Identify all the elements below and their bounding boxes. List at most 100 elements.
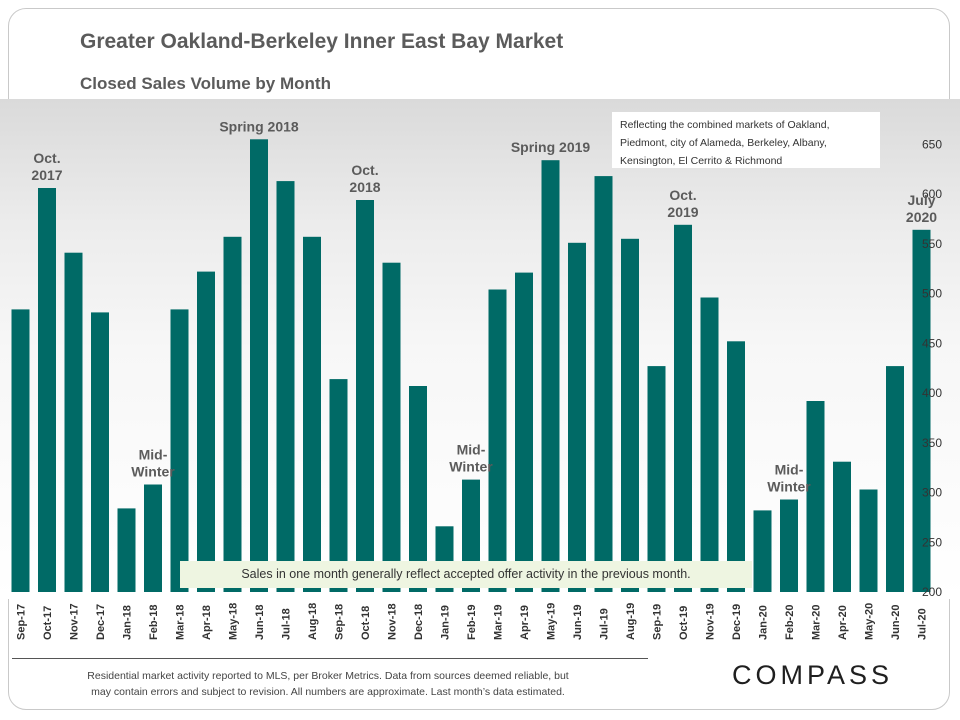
footer-line: may contain errors and subject to revisi… bbox=[91, 686, 565, 698]
x-tick-label: Jul-18 bbox=[281, 608, 293, 640]
footer-divider bbox=[12, 658, 648, 659]
x-tick-label: Jul-19 bbox=[599, 608, 611, 640]
bar-Jun-19 bbox=[568, 242, 586, 593]
bar-Dec-17 bbox=[91, 312, 109, 592]
x-tick-label: Oct-17 bbox=[42, 606, 54, 640]
bar-Nov-19 bbox=[700, 297, 719, 592]
y-tick-label: 550 bbox=[922, 237, 942, 251]
x-tick-label: Mar-18 bbox=[175, 605, 187, 640]
bar-annotation: Spring 2019 bbox=[511, 139, 591, 155]
y-tick-label: 400 bbox=[922, 386, 942, 400]
x-tick-label: Feb-19 bbox=[466, 605, 478, 640]
bar-Apr-20 bbox=[833, 461, 851, 592]
x-tick-label: May-19 bbox=[546, 603, 558, 640]
bar-Oct-19 bbox=[674, 224, 692, 593]
x-tick-label: Apr-18 bbox=[201, 605, 213, 640]
bar-annotation: 2017 bbox=[31, 167, 62, 183]
x-tick-label: Jan-20 bbox=[758, 605, 770, 640]
bar-Jan-20 bbox=[753, 510, 772, 592]
bar-Nov-17 bbox=[64, 252, 83, 592]
bar-annotation: Winter bbox=[131, 464, 175, 480]
x-tick-label: May-20 bbox=[864, 603, 876, 640]
bar-Sep-19 bbox=[647, 366, 666, 592]
bar-annotation: July bbox=[907, 192, 935, 208]
bar-Feb-18 bbox=[144, 484, 162, 592]
market-note-line: Kensington, El Cerrito & Richmond bbox=[620, 155, 783, 167]
bar-Mar-20 bbox=[806, 401, 825, 592]
x-tick-label: Dec-17 bbox=[95, 604, 107, 640]
bar-Nov-18 bbox=[382, 262, 401, 592]
x-tick-label: Jan-18 bbox=[122, 605, 134, 640]
bar-annotation: Winter bbox=[449, 459, 493, 475]
bar-Jan-18 bbox=[117, 508, 136, 592]
x-tick-label: Mar-19 bbox=[493, 605, 505, 640]
x-tick-label: Sep-17 bbox=[16, 604, 28, 640]
bar-Aug-19 bbox=[621, 238, 639, 593]
compass-logo: COMPASS bbox=[732, 660, 894, 690]
bar-Apr-18 bbox=[197, 271, 215, 592]
y-tick-label: 500 bbox=[922, 287, 942, 301]
bar-May-18 bbox=[223, 236, 242, 593]
x-tick-label: Dec-19 bbox=[731, 604, 743, 640]
footer-line: Residential market activity reported to … bbox=[87, 670, 569, 682]
bar-Mar-19 bbox=[488, 289, 507, 592]
offer-activity-callout: Sales in one month generally reflect acc… bbox=[180, 561, 752, 588]
x-tick-label: Sep-19 bbox=[652, 604, 664, 640]
bar-annotation: Winter bbox=[767, 479, 811, 495]
bar-annotation: Mid- bbox=[775, 462, 804, 478]
y-tick-label: 450 bbox=[922, 336, 942, 350]
bar-Jul-18 bbox=[276, 181, 295, 592]
x-tick-label: Aug-19 bbox=[625, 603, 637, 640]
bar-annotation: Mid- bbox=[139, 447, 168, 463]
y-tick-label: 250 bbox=[922, 535, 942, 549]
x-tick-label: Dec-18 bbox=[413, 604, 425, 640]
x-tick-label: Apr-20 bbox=[837, 605, 849, 640]
x-tick-label: Aug-18 bbox=[307, 603, 319, 640]
x-tick-label: Jun-18 bbox=[254, 605, 266, 640]
bar-annotation: 2018 bbox=[349, 179, 380, 195]
bar-May-20 bbox=[859, 489, 878, 592]
bar-annotation: 2020 bbox=[906, 209, 937, 225]
bar-Dec-19 bbox=[727, 341, 745, 592]
bar-Jun-20 bbox=[886, 366, 904, 592]
bar-Feb-20 bbox=[780, 499, 798, 592]
y-tick-label: 650 bbox=[922, 137, 942, 151]
x-tick-label: Nov-18 bbox=[387, 603, 399, 640]
bar-annotation: Oct. bbox=[351, 162, 378, 178]
x-tick-label: May-18 bbox=[228, 603, 240, 640]
x-tick-label: Feb-20 bbox=[784, 605, 796, 640]
x-tick-label: Oct-18 bbox=[360, 606, 372, 640]
market-note-line: Piedmont, city of Alameda, Berkeley, Alb… bbox=[620, 137, 827, 149]
y-tick-label: 200 bbox=[922, 585, 942, 599]
bar-Apr-19 bbox=[515, 272, 533, 592]
y-tick-label: 600 bbox=[922, 187, 942, 201]
x-tick-label: Jul-20 bbox=[917, 608, 929, 640]
bar-Dec-18 bbox=[409, 386, 427, 592]
bar-Aug-18 bbox=[303, 236, 321, 593]
x-tick-label: Mar-20 bbox=[811, 605, 823, 640]
page-title: Greater Oakland-Berkeley Inner East Bay … bbox=[80, 30, 564, 53]
chart-subtitle: Closed Sales Volume by Month bbox=[80, 74, 331, 93]
bar-annotation: Mid- bbox=[457, 442, 486, 458]
bar-Mar-18 bbox=[170, 309, 189, 592]
x-tick-label: Oct-19 bbox=[678, 606, 690, 640]
x-tick-label: Nov-17 bbox=[69, 603, 81, 640]
bar-Oct-18 bbox=[356, 200, 374, 592]
x-tick-label: Jun-20 bbox=[890, 605, 902, 640]
market-note-line: Reflecting the combined markets of Oakla… bbox=[620, 119, 830, 131]
bar-Sep-17 bbox=[11, 309, 30, 592]
bar-Sep-18 bbox=[329, 379, 348, 592]
market-note: Reflecting the combined markets of Oakla… bbox=[612, 112, 880, 168]
footer-disclaimer: Residential market activity reported to … bbox=[20, 668, 636, 700]
bar-Oct-17 bbox=[38, 188, 56, 592]
bar-annotation: Spring 2018 bbox=[219, 118, 299, 134]
x-tick-label: Sep-18 bbox=[334, 604, 346, 640]
bar-Jul-19 bbox=[594, 176, 613, 592]
bar-Jul-20 bbox=[912, 229, 931, 593]
x-tick-label: Feb-18 bbox=[148, 605, 160, 640]
x-tick-label: Apr-19 bbox=[519, 605, 531, 640]
x-tick-label: Nov-19 bbox=[705, 603, 717, 640]
y-tick-label: 350 bbox=[922, 436, 942, 450]
bar-annotation: Oct. bbox=[33, 150, 60, 166]
